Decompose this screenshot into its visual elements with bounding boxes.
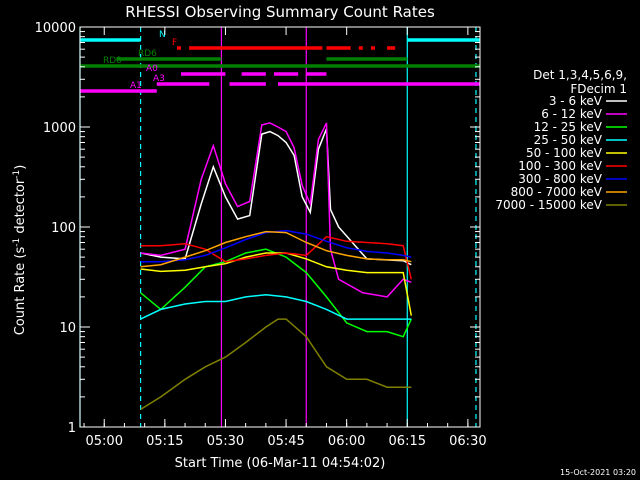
legend-header-1: Det 1,3,4,5,6,9,	[533, 68, 627, 82]
y-axis-label-prefix: Count Rate (s	[13, 247, 28, 336]
x-tick-label-3: 05:45	[267, 434, 304, 449]
y-tick-label-3: 1000	[43, 121, 76, 136]
legend-label-0: 3 - 6 keV	[549, 94, 603, 108]
chart-title: RHESSI Observing Summary Count Rates	[125, 3, 435, 21]
series-line-1	[140, 122, 412, 298]
y-axis-label-sup: -1	[12, 238, 22, 247]
x-axis-label: Start Time (06-Mar-11 04:54:02)	[175, 456, 386, 471]
legend-label-6: 300 - 800 keV	[518, 172, 602, 186]
series-line-2	[140, 248, 412, 338]
legend-label-4: 50 - 100 keV	[526, 146, 603, 160]
y-tick-label-1: 10	[59, 321, 76, 336]
flag-label-0: N	[159, 30, 166, 40]
legend-label-1: 6 - 12 keV	[541, 107, 603, 121]
flag-label-1: F	[172, 38, 177, 48]
legend-header-2: FDecim 1	[570, 82, 627, 96]
y-axis-label-sup2: -1	[12, 170, 22, 179]
legend-label-2: 12 - 25 keV	[534, 120, 603, 134]
y-axis-label-mid: detector	[13, 178, 28, 238]
y-tick-label-2: 100	[51, 221, 76, 236]
series-line-7	[140, 230, 412, 268]
x-tick-label-6: 06:30	[449, 434, 486, 449]
flag-label-2: RD0	[103, 56, 122, 66]
y-axis-label: Count Rate (s-1 detector-1)	[12, 165, 28, 336]
series-line-0	[140, 128, 412, 266]
flag-label-4: A0	[146, 64, 158, 74]
series-line-8	[140, 318, 412, 411]
flag-label-3: RD6	[138, 49, 157, 59]
x-tick-label-5: 06:15	[389, 434, 426, 449]
x-tick-label-0: 05:00	[86, 434, 123, 449]
legend-label-7: 800 - 7000 keV	[511, 185, 603, 199]
x-tick-label-4: 06:00	[328, 434, 365, 449]
flag-label-5: A1	[130, 81, 142, 91]
axis-ticks: 05:00 05:15 05:30 05:45 06:00 06:15 06:30 1 10 10…	[35, 21, 487, 449]
series-line-4	[140, 252, 413, 316]
legend-label-5: 100 - 300 keV	[518, 159, 602, 173]
y-tick-label-0: 1	[68, 421, 76, 436]
series-line-6	[140, 229, 412, 263]
x-tick-label-2: 05:30	[207, 434, 244, 449]
legend-label-8: 7000 - 15000 keV	[495, 198, 602, 212]
x-tick-label-1: 05:15	[146, 434, 183, 449]
plot-area: NF RD0 RD6 A0 A1 A3	[79, 27, 480, 427]
y-tick-label-4: 10000	[35, 21, 76, 36]
series-line-5	[140, 235, 413, 280]
y-axis-label-suffix: )	[13, 165, 28, 170]
timestamp: 15-Oct-2021 03:20	[560, 468, 636, 477]
flag-label-6: A3	[153, 74, 165, 84]
legend-label-3: 25 - 50 keV	[534, 133, 603, 147]
series-line-3	[140, 294, 412, 320]
